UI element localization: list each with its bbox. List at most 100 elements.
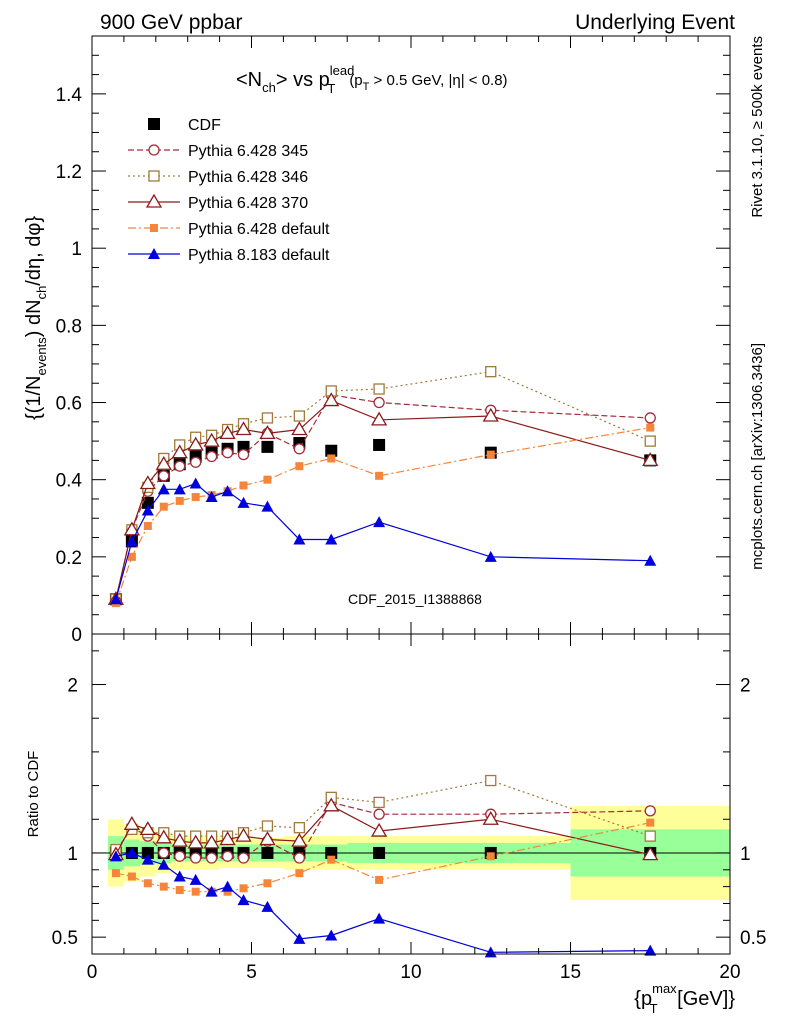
ratio-point-p6def (159, 882, 168, 891)
main-point-p8def (109, 593, 122, 605)
y-tick-label: 1.2 (56, 162, 82, 183)
legend-label: Pythia 6.428 345 (188, 143, 308, 160)
ratio-y-tick-label-right: 1 (740, 844, 751, 865)
legend-marker (145, 193, 163, 208)
legend-marker (148, 170, 160, 182)
x-tick-label: 15 (560, 962, 581, 983)
y-tick-label: 0.2 (56, 548, 82, 569)
main-point-p370 (139, 475, 156, 490)
ratio-y-tick-label: 1 (67, 844, 78, 865)
main-point-p345 (158, 470, 170, 482)
x-axis-label: {pmax T [GeV]} (634, 981, 735, 1016)
main-point-p346 (293, 410, 306, 422)
main-point-p8def (325, 533, 338, 545)
main-point-p370 (155, 455, 172, 470)
ratio-point-p346 (373, 796, 385, 809)
ratio-point-p345 (174, 850, 186, 862)
main-point-p370 (171, 444, 188, 459)
ratio-point-p6def (175, 886, 184, 894)
main-point-cdf (261, 440, 274, 453)
legend-item-cdf: CDF (148, 117, 221, 134)
legend-label: Pythia 6.428 370 (188, 195, 308, 212)
main-point-p345 (644, 412, 656, 424)
legend-item-p6def: Pythia 6.428 default (128, 221, 330, 238)
main-point-p370 (323, 392, 340, 407)
x-tick-label: 10 (400, 962, 421, 983)
main-point-p6def (175, 496, 184, 505)
ratio-point-p6def (143, 879, 152, 888)
ratio-line-p345 (115, 801, 651, 859)
ratio-point-p345 (237, 852, 250, 864)
ratio-point-p370 (139, 821, 156, 836)
plot-title: <Nch> vs plead T (pT > 0.5 GeV, |η| < 0.8) (236, 63, 508, 96)
legend-item-p8def: Pythia 8.183 default (128, 247, 330, 264)
main-line-p6def (115, 427, 651, 604)
ratio-point-p370 (323, 797, 340, 812)
axes: 0 5 10 15 20 0 0.2 0.4 0.6 0.8 1 1.2 1.4 0.5 0.5 1 1 2 2 (52, 36, 766, 983)
main-point-p370 (291, 421, 308, 436)
main-point-p6def (239, 481, 248, 490)
main-point-p8def (189, 477, 202, 489)
mcplots-label: mcplots.cern.ch [arXiv:1306.3436] (749, 343, 766, 570)
legend-item-p346: Pythia 6.428 346 (128, 169, 308, 186)
main-point-p345 (190, 456, 202, 468)
legend-item-p370: Pythia 6.428 370 (128, 193, 308, 212)
main-point-p370 (219, 425, 236, 440)
main-point-p8def (373, 516, 386, 528)
y-tick-label: 0 (71, 625, 82, 646)
main-point-p8def (125, 535, 138, 547)
y-tick-label: 1.4 (56, 85, 83, 106)
header-left: 900 GeV ppbar (100, 11, 242, 34)
ratio-point-p8def (205, 885, 218, 897)
main-point-p6def (143, 521, 152, 530)
main-point-p6def (191, 493, 200, 502)
ratio-point-p370 (370, 822, 388, 837)
legend-label: CDF (188, 117, 221, 134)
ratio-point-p8def (109, 850, 122, 862)
ratio-point-p370 (259, 831, 276, 846)
ratio-series-p8def (109, 846, 657, 958)
main-point-p6def (127, 552, 136, 561)
main-point-p8def (221, 485, 234, 497)
ratio-point-p370 (171, 832, 188, 847)
main-point-p6def (295, 462, 304, 471)
ratio-point-p345 (221, 850, 234, 862)
ratio-point-p6def (646, 818, 655, 827)
ratio-point-p370 (187, 834, 204, 849)
ratio-y-tick-label: 0.5 (52, 928, 78, 949)
analysis-watermark: CDF_2015_I1388868 (348, 591, 482, 607)
main-point-p370 (259, 425, 276, 440)
ratio-point-p345 (373, 808, 385, 820)
main-point-p346 (261, 412, 274, 424)
ratio-point-p8def (141, 853, 154, 865)
ratio-point-p8def (125, 846, 138, 858)
main-series-p8def (109, 477, 657, 605)
main-point-p8def (205, 491, 218, 503)
ratio-point-p6def (111, 869, 120, 878)
main-point-p8def (293, 533, 306, 545)
ratio-y-tick-label-right: 2 (740, 676, 751, 697)
ratio-point-p6def (486, 852, 495, 861)
ratio-point-p370 (235, 827, 252, 842)
ratio-point-p6def (327, 855, 336, 864)
main-point-p345 (373, 396, 385, 409)
main-point-p370 (123, 521, 141, 536)
main-point-cdf (373, 438, 386, 451)
ratio-point-p8def (173, 870, 186, 882)
y-tick-label: 0.6 (56, 394, 82, 415)
main-point-cdf (325, 444, 338, 457)
main-point-p345 (174, 460, 186, 472)
main-point-p8def (261, 500, 274, 512)
ratio-point-p346 (644, 830, 656, 842)
main-point-p6def (486, 450, 495, 459)
ratio-point-p345 (190, 852, 202, 864)
ratio-y-tick-label: 2 (67, 676, 78, 697)
ratio-point-p8def (261, 900, 274, 912)
legend-marker (148, 118, 160, 130)
main-point-p6def (375, 471, 384, 480)
ratio-point-p8def (237, 894, 250, 906)
legend-marker (150, 224, 158, 232)
legend-label: Pythia 6.428 default (188, 221, 330, 238)
ratio-point-p8def (644, 944, 657, 956)
